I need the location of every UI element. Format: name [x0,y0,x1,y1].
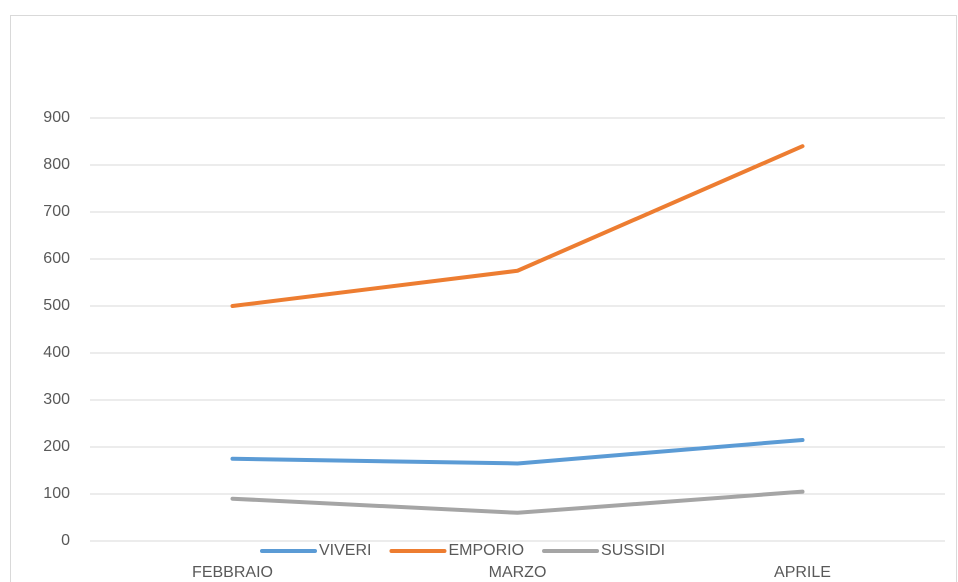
y-tick-label: 500 [43,297,70,314]
series-line [230,489,805,515]
y-tick-label: 300 [43,391,70,408]
series-line [230,437,805,466]
y-tick-label: 0 [61,532,70,549]
x-tick-label: APRILE [774,564,831,581]
y-tick-label: 200 [43,438,70,455]
legend-label: EMPORIO [448,542,524,559]
series-line [230,144,805,308]
y-tick-label: 800 [43,156,70,173]
y-tick-label: 600 [43,250,70,267]
y-tick-label: 900 [43,109,70,126]
y-tick-label: 700 [43,203,70,220]
x-tick-label: MARZO [489,564,547,581]
chart-border [10,15,957,582]
legend-label: VIVERI [319,542,371,559]
y-tick-label: 100 [43,485,70,502]
legend-label: SUSSIDI [601,542,665,559]
y-tick-label: 400 [43,344,70,361]
x-tick-label: FEBBRAIO [192,564,273,581]
